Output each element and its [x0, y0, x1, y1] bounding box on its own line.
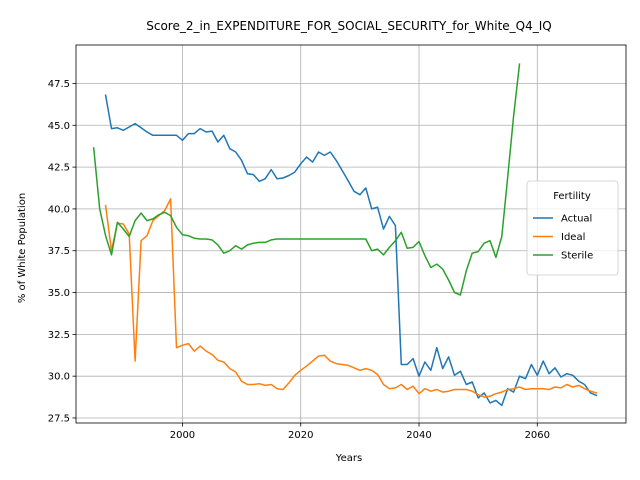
x-tick-label: 2040 — [406, 430, 431, 441]
legend: Fertility Actual Ideal Sterile — [526, 180, 619, 276]
series-line-actual — [104, 94, 598, 407]
legend-title: Fertility — [553, 191, 591, 202]
y-tick-label: 42.5 — [48, 163, 70, 174]
legend-label-actual: Actual — [561, 214, 592, 225]
series-line-sterile — [92, 63, 521, 296]
y-axis-ticks: 27.5 30.0 32.5 35.0 37.5 40.0 42.5 45.0 47.5 — [48, 79, 76, 424]
x-tick-label: 2060 — [525, 430, 550, 441]
y-axis-title: % of White Population — [17, 193, 28, 303]
y-tick-label: 35.0 — [48, 288, 70, 299]
x-tick-label: 2000 — [170, 430, 195, 441]
y-tick-label: 40.0 — [48, 204, 70, 215]
x-tick-label: 2020 — [288, 430, 313, 441]
y-tick-label: 45.0 — [48, 121, 70, 132]
y-tick-label: 47.5 — [48, 79, 70, 90]
y-tick-label: 27.5 — [48, 413, 70, 424]
legend-box — [526, 180, 619, 276]
y-tick-label: 32.5 — [48, 330, 70, 341]
legend-entries: Actual Ideal Sterile — [533, 214, 593, 262]
x-axis-ticks: 2000 2020 2040 2060 — [170, 423, 550, 441]
y-tick-label: 30.0 — [48, 372, 70, 383]
series-lines — [92, 63, 598, 407]
plot-frame — [75, 44, 627, 424]
legend-label-ideal: Ideal — [561, 232, 585, 243]
chart-title: Score_2_in_EXPENDITURE_FOR_SOCIAL_SECURI… — [146, 19, 552, 33]
series-line-ideal — [104, 198, 598, 398]
plot-area: 2000 2020 2040 2060 27.5 30.0 32.5 35.0 37.5 40.… — [48, 44, 627, 441]
x-axis-title: Years — [335, 453, 362, 464]
legend-label-sterile: Sterile — [561, 251, 593, 262]
y-tick-label: 37.5 — [48, 246, 70, 257]
